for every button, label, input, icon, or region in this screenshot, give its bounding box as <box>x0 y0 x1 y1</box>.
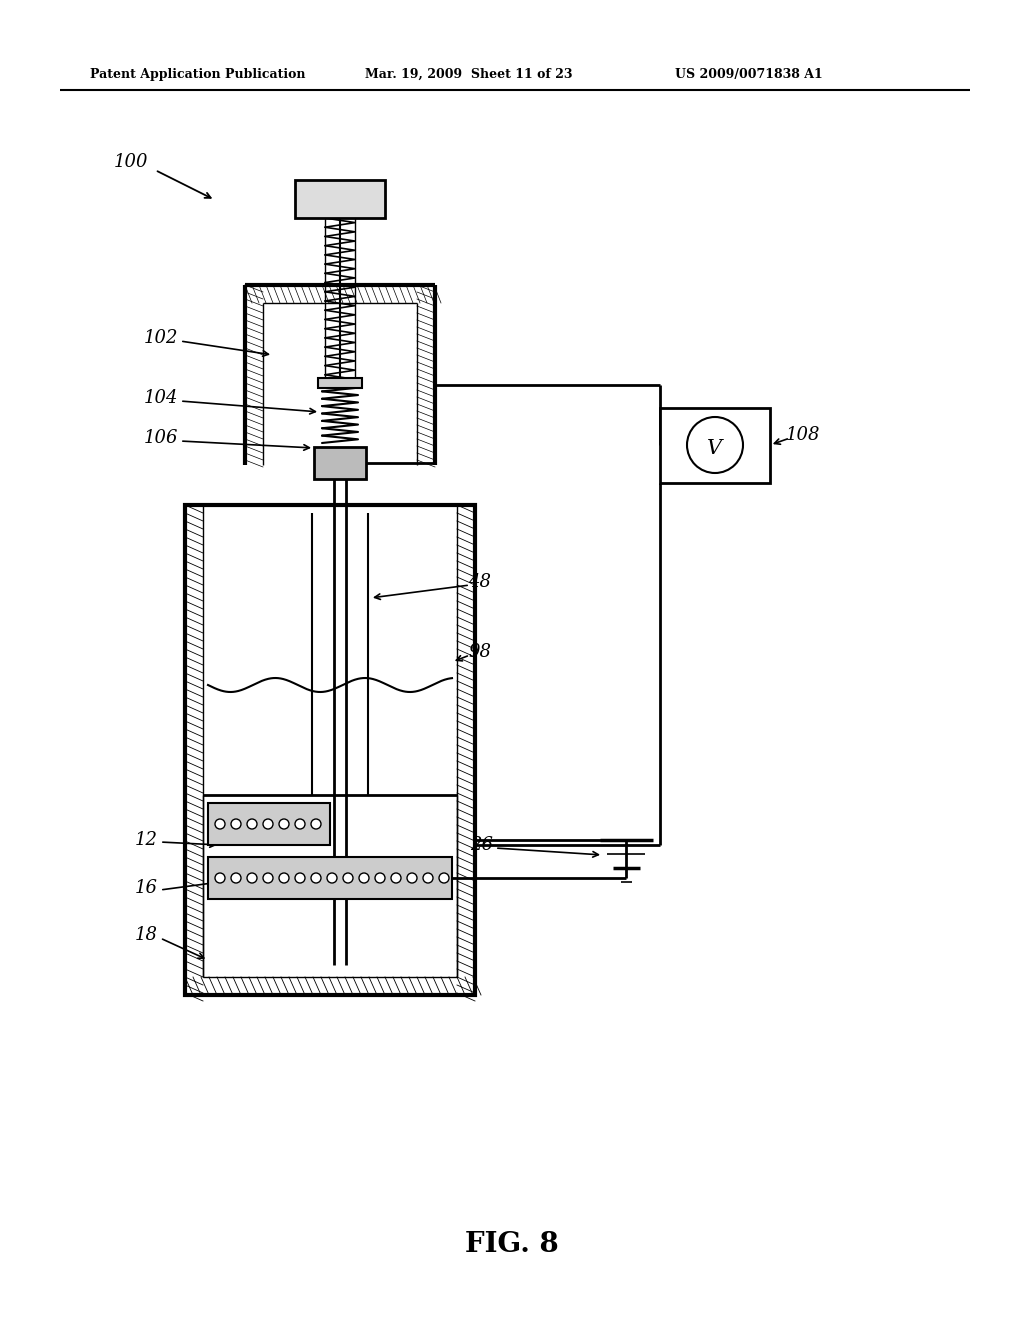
Bar <box>660 408 770 483</box>
Circle shape <box>247 818 257 829</box>
Circle shape <box>687 417 743 473</box>
Bar <box>314 447 366 479</box>
Text: FIG. 8: FIG. 8 <box>465 1232 559 1258</box>
Text: 12: 12 <box>135 832 158 849</box>
Circle shape <box>295 818 305 829</box>
Circle shape <box>423 873 433 883</box>
Text: Mar. 19, 2009  Sheet 11 of 23: Mar. 19, 2009 Sheet 11 of 23 <box>365 69 572 81</box>
Circle shape <box>231 818 241 829</box>
Text: V: V <box>708 440 723 458</box>
Text: 98: 98 <box>468 643 490 661</box>
Text: 106: 106 <box>143 429 178 447</box>
Circle shape <box>279 818 289 829</box>
Circle shape <box>247 873 257 883</box>
Circle shape <box>215 873 225 883</box>
Circle shape <box>279 873 289 883</box>
Text: Patent Application Publication: Patent Application Publication <box>90 69 305 81</box>
Circle shape <box>311 818 321 829</box>
Bar <box>208 857 452 899</box>
Circle shape <box>295 873 305 883</box>
Circle shape <box>439 873 449 883</box>
Circle shape <box>311 873 321 883</box>
Bar <box>295 180 385 218</box>
Circle shape <box>359 873 369 883</box>
Text: US 2009/0071838 A1: US 2009/0071838 A1 <box>675 69 822 81</box>
Text: 102: 102 <box>143 329 178 347</box>
Circle shape <box>263 873 273 883</box>
Text: 108: 108 <box>786 426 820 444</box>
Circle shape <box>407 873 417 883</box>
Circle shape <box>327 873 337 883</box>
Circle shape <box>231 873 241 883</box>
Bar <box>208 803 330 845</box>
Bar <box>263 304 417 465</box>
Text: 100: 100 <box>114 153 148 172</box>
Text: 48: 48 <box>468 573 490 591</box>
Circle shape <box>391 873 401 883</box>
Bar <box>185 506 475 995</box>
Text: 26: 26 <box>470 836 493 854</box>
Text: 16: 16 <box>135 879 158 898</box>
Circle shape <box>263 818 273 829</box>
Circle shape <box>375 873 385 883</box>
Circle shape <box>215 818 225 829</box>
Text: 104: 104 <box>143 389 178 407</box>
Circle shape <box>343 873 353 883</box>
Text: 18: 18 <box>135 927 158 944</box>
Bar <box>318 378 362 388</box>
